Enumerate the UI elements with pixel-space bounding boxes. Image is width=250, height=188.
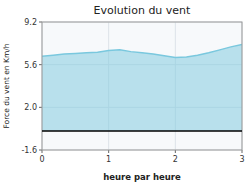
- title: Evolution du vent: [94, 4, 191, 17]
- frame: [42, 22, 242, 150]
- chart: -1.6 2.0 5.6 9.2 0 1 2 3 Evolution du vent heure …: [0, 0, 250, 188]
- x-tick-label: 2: [173, 155, 178, 164]
- plot-area: [42, 22, 242, 150]
- x-tick-label: 1: [106, 155, 111, 164]
- x-axis-label: heure par heure: [103, 172, 181, 182]
- y-axis-label: Force du vent en Km/h: [2, 43, 11, 128]
- y-tick-label: 5.6: [24, 61, 37, 70]
- y-tick-label: 2.0: [24, 103, 37, 112]
- series: [42, 45, 242, 132]
- x-tick-label: 3: [239, 155, 244, 164]
- area: [42, 45, 242, 132]
- line: [42, 45, 242, 58]
- grid: [42, 22, 242, 150]
- x-tick-label: 0: [39, 155, 44, 164]
- y-tick-label: 9.2: [24, 18, 37, 27]
- y-tick-label: -1.6: [21, 146, 37, 155]
- x-axis-line: [42, 130, 242, 132]
